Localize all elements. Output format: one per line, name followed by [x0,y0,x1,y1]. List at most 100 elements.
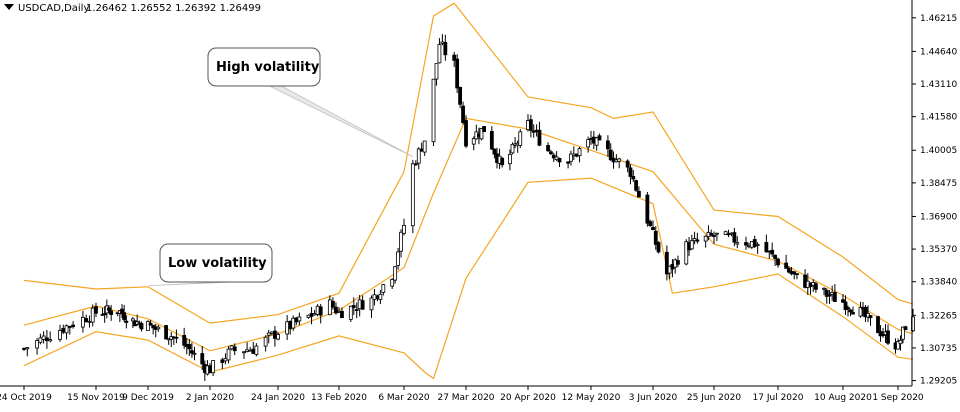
candle-body [269,331,274,334]
x-tick-label: 20 Apr 2020 [500,393,556,403]
candle-body [422,140,427,153]
x-tick-label: 6 Mar 2020 [378,393,430,403]
candle-body [569,153,573,162]
candle-body [208,365,212,374]
x-tick-label: 12 May 2020 [562,393,621,403]
candle-body [318,306,323,316]
candle-body [285,321,290,335]
candle-body [266,332,271,336]
candle-body [419,148,424,152]
candle-body [489,130,494,150]
candle-body [35,340,39,349]
candle-body [146,321,150,331]
candle-body [357,299,362,310]
candle-body [297,316,302,322]
candle-body [848,309,853,313]
callout-label: High volatility [216,60,320,75]
candle-body [735,242,740,245]
candle-body [254,345,259,355]
candle-body [551,154,556,159]
candle-body [566,161,570,164]
candles-layer [22,34,915,381]
candle-body [634,180,638,191]
candle-body [413,163,418,166]
candle-body [67,326,72,328]
candle-body [107,307,111,311]
candle-body [431,78,436,143]
candle-body [896,341,900,350]
candle-body [776,258,780,266]
candle-body [508,154,512,165]
candle-body [792,271,797,275]
y-tick-label: 1.41580 [920,113,957,123]
candle-body [546,145,550,152]
candle-body [586,139,591,148]
candle-body [124,320,129,323]
candle-body [648,221,653,227]
x-tick-label: 3 Jun 2020 [629,393,678,403]
candle-body [903,326,908,331]
candle-body [375,295,380,299]
candle-body [637,190,641,198]
y-tick-label: 1.35370 [920,245,957,255]
x-tick-label: 24 Oct 2019 [0,393,52,403]
candle-body [901,326,905,340]
callout-box [159,243,273,283]
candle-body [242,351,246,354]
x-tick-label: 15 Nov 2019 [67,393,125,403]
candle-body [827,294,832,297]
candle-body [597,135,602,141]
candle-body [309,313,314,317]
candle-body [868,315,873,319]
candle-body [656,242,661,253]
x-tick-label: 24 Jan 2020 [251,393,305,403]
candle-body [276,334,280,340]
candle-body [90,307,95,323]
candle-body [245,349,249,352]
candle-body [390,278,395,287]
candle-body [25,347,30,350]
candle-body [732,232,737,243]
candle-body [549,151,553,155]
candle-body [312,313,317,316]
candle-body [518,131,523,146]
candle-body [628,167,633,177]
candle-body [174,336,179,339]
x-tick-label: 13 Feb 2020 [311,393,367,403]
chart-symbol: USDCAD,Daily [18,3,89,14]
candle-body [709,232,714,236]
candle-body [846,307,850,310]
candle-body [399,231,403,252]
candle-body [440,41,445,44]
candle-body [667,265,672,274]
candle-body [220,359,225,364]
candle-body [886,330,890,344]
candle-body [744,242,748,246]
candle-body [482,126,486,133]
y-tick-label: 1.44640 [920,47,957,57]
candle-body [273,330,277,339]
candle-body [664,251,669,275]
candle-body [122,312,127,321]
y-tick-label: 1.36900 [920,212,957,222]
candle-body [703,235,708,242]
candle-body [58,330,62,340]
y-ticks: 1.46215 1.44640 1.43110 1.41580 1.40005 1.384… [912,14,957,387]
candle-body [38,337,43,343]
y-tick-label: 1.46215 [920,14,957,24]
candle-body [372,294,377,300]
candle-body [211,360,215,374]
candle-body [712,235,716,237]
candle-body [360,300,365,310]
x-tick-label: 1 Sep 2020 [872,393,924,403]
x-tick-label: 25 Jun 2020 [687,393,741,403]
y-tick-label: 1.32265 [920,311,957,321]
candle-body [832,291,837,302]
candle-body [45,337,49,342]
candle-body [764,242,769,253]
candle-body [773,254,777,259]
candle-body [64,325,69,334]
candle-body [878,331,883,337]
candle-body [752,239,757,247]
